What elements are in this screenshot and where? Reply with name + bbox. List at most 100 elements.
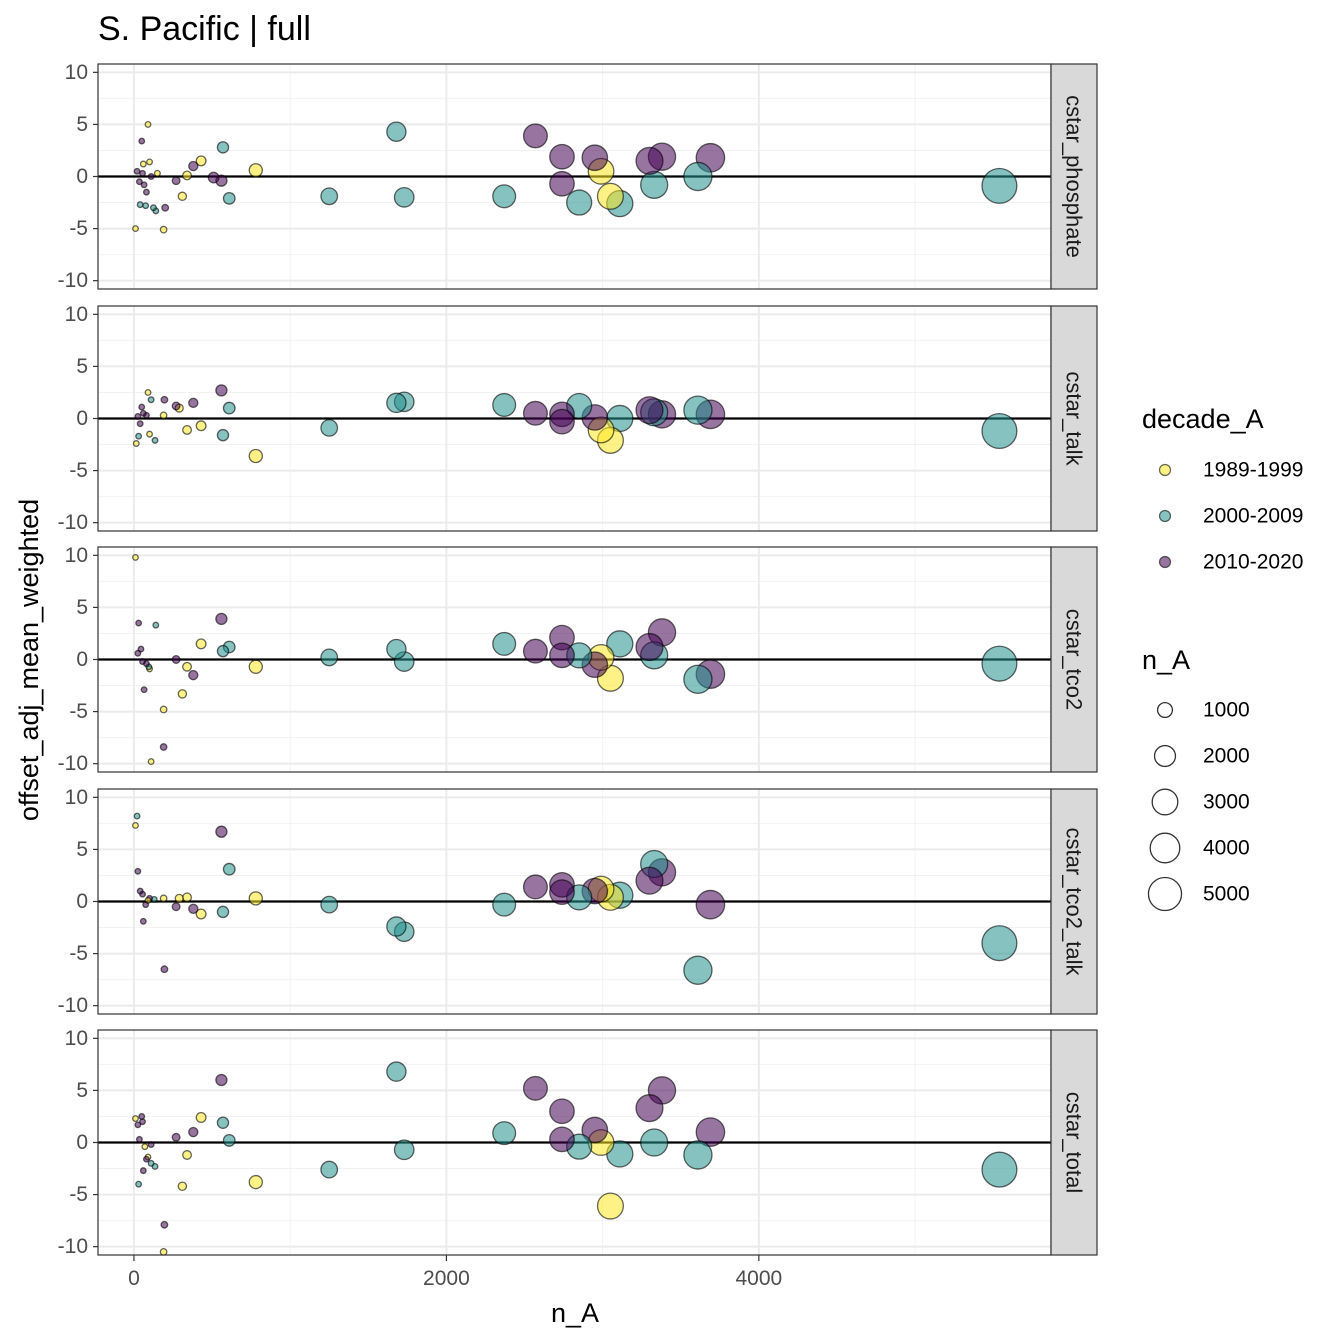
data-point bbox=[142, 901, 150, 909]
data-point bbox=[135, 619, 143, 627]
data-point bbox=[136, 887, 144, 895]
data-point bbox=[132, 225, 139, 233]
y-tick-label: 10 bbox=[65, 786, 88, 809]
data-point bbox=[171, 176, 181, 186]
x-tick-label: 0 bbox=[128, 1267, 140, 1290]
data-point bbox=[134, 867, 142, 875]
data-point bbox=[188, 669, 199, 681]
data-point bbox=[195, 908, 207, 920]
data-point bbox=[635, 1094, 664, 1123]
data-point bbox=[160, 1220, 169, 1229]
y-tick-label: 0 bbox=[76, 648, 88, 671]
data-point bbox=[171, 902, 181, 912]
legend-size: n_A 1000 2000 3000 4000 5000 bbox=[1142, 645, 1250, 912]
legend-decade-key bbox=[1158, 555, 1172, 569]
chart-title: S. Pacific | full bbox=[98, 10, 311, 48]
y-tick-label: -5 bbox=[69, 942, 88, 965]
data-point bbox=[215, 612, 228, 626]
data-point bbox=[188, 903, 199, 915]
data-point bbox=[195, 1112, 207, 1123]
y-tick-label: 10 bbox=[65, 303, 88, 326]
data-point bbox=[142, 188, 150, 196]
data-point bbox=[135, 1135, 143, 1143]
data-point bbox=[222, 191, 236, 205]
strip-label: cstar_tco2 bbox=[1062, 609, 1087, 711]
data-point bbox=[135, 1180, 143, 1188]
data-point bbox=[147, 758, 155, 766]
data-point bbox=[139, 409, 147, 417]
data-point bbox=[195, 420, 207, 432]
data-point bbox=[393, 186, 415, 208]
data-point bbox=[492, 1121, 517, 1146]
legend-size-label: 2000 bbox=[1203, 745, 1250, 768]
data-point bbox=[144, 389, 152, 396]
data-point bbox=[320, 648, 339, 667]
data-point bbox=[320, 1160, 339, 1179]
data-point bbox=[549, 642, 575, 669]
data-point bbox=[683, 161, 713, 192]
data-point bbox=[150, 204, 157, 212]
data-point bbox=[596, 182, 624, 210]
data-point bbox=[248, 163, 263, 178]
strip-background bbox=[1050, 305, 1098, 532]
data-point bbox=[182, 170, 193, 181]
legend-size-title: n_A bbox=[1142, 645, 1190, 675]
y-tick-label: 10 bbox=[65, 544, 88, 567]
y-tick-label: 5 bbox=[76, 113, 88, 136]
data-point bbox=[248, 1174, 263, 1190]
data-point bbox=[581, 144, 609, 172]
y-tick-label: -5 bbox=[69, 459, 88, 482]
data-point bbox=[182, 424, 193, 435]
data-point bbox=[216, 428, 230, 442]
legend-size-key bbox=[1147, 876, 1183, 912]
data-point bbox=[320, 187, 339, 206]
data-point bbox=[640, 170, 669, 199]
data-point bbox=[320, 895, 339, 914]
data-point bbox=[177, 1181, 188, 1192]
data-point bbox=[216, 1116, 230, 1129]
data-point bbox=[981, 925, 1018, 962]
y-tick-label: 10 bbox=[65, 1027, 88, 1050]
legend-size-label: 3000 bbox=[1203, 791, 1250, 814]
data-point bbox=[522, 874, 548, 900]
data-point bbox=[182, 1150, 193, 1160]
y-tick-label: -10 bbox=[58, 511, 88, 534]
data-point bbox=[138, 137, 146, 145]
legend-decade-label: 1989-1999 bbox=[1203, 459, 1303, 482]
data-point bbox=[161, 203, 170, 212]
data-point bbox=[248, 659, 263, 674]
data-point bbox=[132, 440, 140, 447]
data-point bbox=[683, 664, 713, 694]
y-tick-label: -5 bbox=[69, 700, 88, 723]
data-point bbox=[136, 201, 144, 209]
y-tick-label: 5 bbox=[76, 355, 88, 378]
data-point bbox=[386, 638, 407, 660]
strip-label: cstar_tco2_talk bbox=[1062, 828, 1087, 977]
y-tick-label: 5 bbox=[76, 1079, 88, 1102]
data-point bbox=[695, 1117, 726, 1147]
data-point bbox=[139, 169, 146, 177]
data-point bbox=[142, 1155, 150, 1163]
y-tick-label: -10 bbox=[58, 994, 88, 1017]
legend-decade-label: 2000-2009 bbox=[1203, 505, 1303, 528]
legend-size-label: 5000 bbox=[1203, 883, 1250, 906]
data-point bbox=[981, 167, 1018, 204]
legend-size-key bbox=[1153, 744, 1177, 768]
data-point bbox=[147, 173, 155, 180]
data-point bbox=[188, 397, 199, 409]
data-point bbox=[216, 905, 230, 919]
data-point bbox=[138, 1113, 146, 1120]
legend-decade-key bbox=[1158, 463, 1172, 477]
y-tick-label: 10 bbox=[65, 61, 88, 84]
data-point bbox=[153, 169, 161, 177]
strip-background bbox=[1050, 546, 1098, 773]
strip-background bbox=[1050, 63, 1098, 290]
data-point bbox=[216, 644, 230, 658]
data-point bbox=[215, 825, 228, 838]
legend-decade-key bbox=[1158, 509, 1172, 523]
y-tick-label: 5 bbox=[76, 838, 88, 861]
data-point bbox=[134, 649, 142, 657]
data-point bbox=[549, 170, 575, 197]
strip-background bbox=[1050, 788, 1098, 1015]
data-point bbox=[981, 1151, 1018, 1188]
